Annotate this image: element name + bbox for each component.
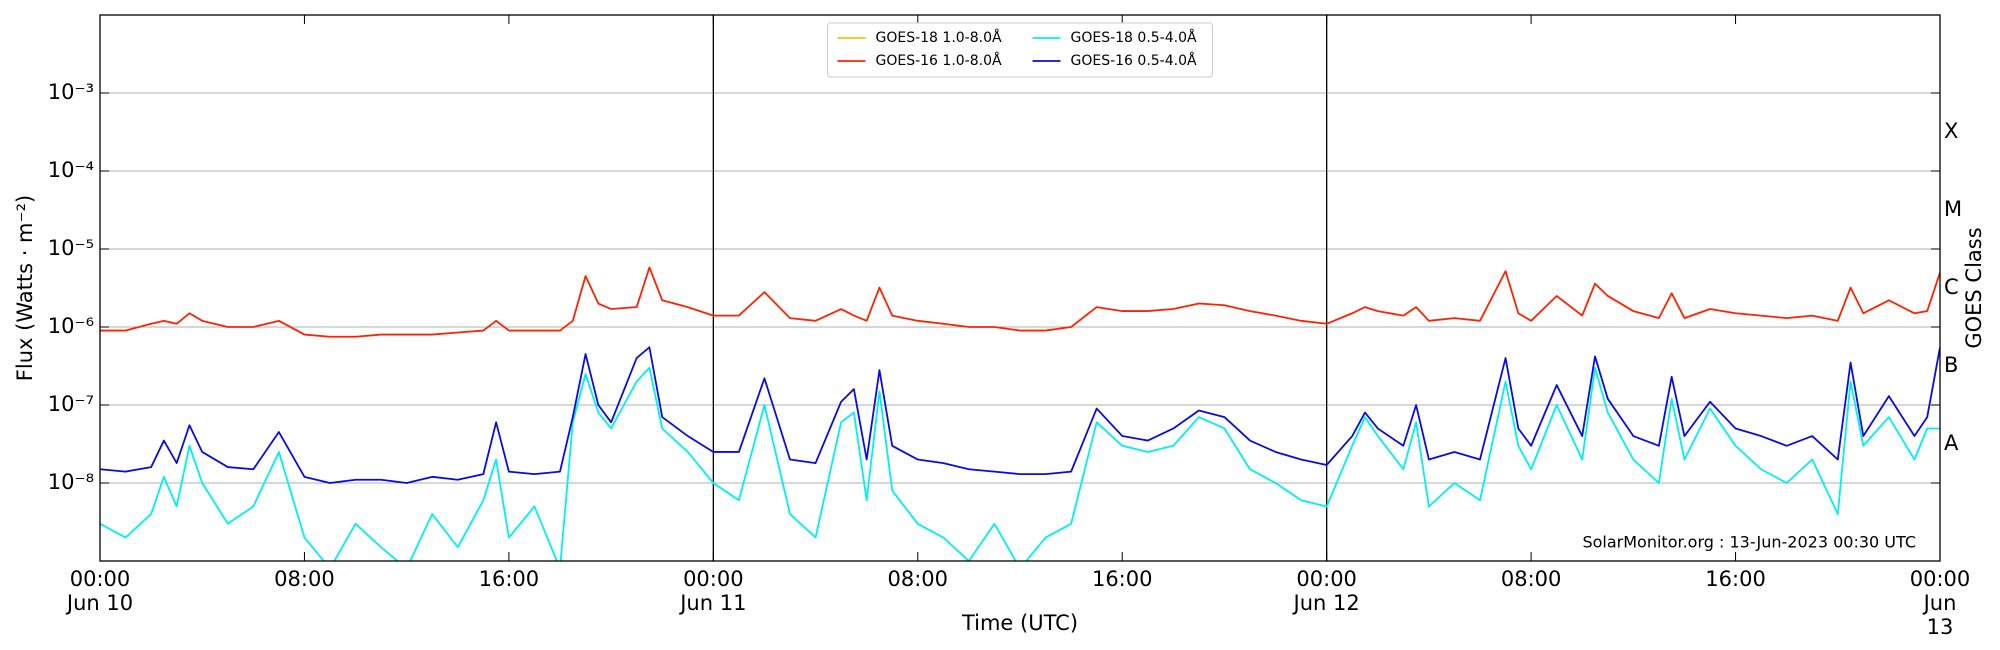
y-tick-label: 10⁻⁷: [48, 392, 94, 416]
annotation: SolarMonitor.org : 13-Jun-2023 00:30 UTC: [1582, 533, 1916, 552]
x-tick-label: 00:00 Jun 12: [1293, 567, 1360, 615]
series-line: [100, 346, 1940, 484]
x-tick-label: 08:00: [1500, 567, 1562, 591]
y-tick-label: 10⁻³: [48, 80, 94, 104]
series-line: [100, 366, 1940, 561]
y2-tick-label: M: [1944, 197, 1962, 221]
y-tick-label: 10⁻⁴: [48, 158, 94, 182]
legend-label: GOES-16 1.0-8.0Å: [876, 52, 1002, 69]
y-tick-label: 10⁻⁵: [48, 236, 94, 260]
y2-tick-label: B: [1944, 353, 1958, 377]
x-tick-label: 16:00: [478, 567, 540, 591]
x-tick-label: 00:00 Jun 13: [1909, 567, 1971, 639]
y-tick-label: 10⁻⁶: [48, 314, 94, 338]
x-tick-label: 00:00 Jun 11: [680, 567, 747, 615]
y-tick-label: 10⁻⁸: [48, 470, 94, 494]
x-tick-label: 16:00: [1091, 567, 1153, 591]
series-line: [100, 266, 1940, 338]
x-tick-label: 08:00: [274, 567, 335, 591]
legend-label: GOES-16 0.5-4.0Å: [1071, 52, 1197, 69]
plot-frame: [99, 14, 1941, 562]
legend-label: GOES-18 1.0-8.0Å: [876, 29, 1002, 46]
y2-axis-label: GOES Class: [1962, 227, 1986, 348]
x-tick-label: 08:00: [887, 567, 949, 591]
plot-lines: [100, 266, 1940, 561]
y2-tick-label: A: [1944, 431, 1959, 455]
legend-box: [827, 22, 1213, 78]
y-axis-label: Flux (Watts · m⁻²): [13, 195, 37, 381]
x-axis-label: Time (UTC): [961, 611, 1078, 635]
x-tick-label: 00:00 Jun 10: [66, 567, 134, 615]
y2-tick-label: C: [1944, 275, 1959, 299]
x-tick-label: 16:00: [1705, 567, 1766, 591]
legend-label: GOES-18 0.5-4.0Å: [1071, 29, 1197, 46]
y2-tick-label: X: [1944, 119, 1958, 143]
